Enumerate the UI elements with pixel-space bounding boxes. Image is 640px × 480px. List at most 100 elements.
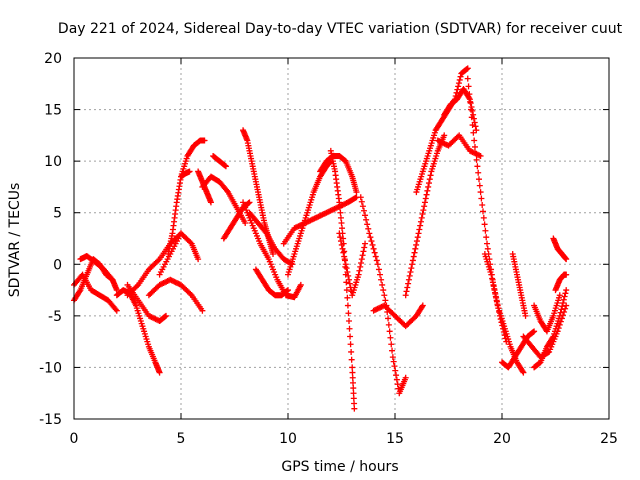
series-sat-ab: [441, 85, 480, 134]
data-point: [381, 292, 388, 299]
data-point: [340, 249, 347, 256]
data-point: [563, 256, 570, 263]
data-point: [484, 245, 491, 252]
data-point: [421, 199, 428, 206]
data-point: [201, 137, 208, 144]
data-point: [285, 287, 291, 294]
data-point: [419, 303, 426, 310]
data-point: [371, 249, 378, 256]
series-sat-p: [240, 199, 304, 301]
x-tick-label: 15: [386, 431, 404, 447]
data-point: [297, 281, 304, 288]
data-point: [389, 354, 396, 361]
y-tick-label: -15: [39, 412, 62, 428]
data-point: [270, 250, 277, 257]
data-point: [419, 302, 426, 309]
series-sat-ad: [464, 75, 510, 345]
data-point: [348, 356, 355, 363]
data-point: [410, 253, 417, 260]
data-point: [338, 241, 345, 248]
y-tick-label: 0: [53, 257, 62, 273]
series-sat-m: [210, 152, 229, 170]
data-point: [355, 271, 362, 278]
data-marks: [71, 65, 570, 412]
data-point: [409, 261, 416, 268]
data-point: [382, 297, 389, 304]
data-point: [481, 221, 488, 228]
data-point: [368, 238, 375, 245]
data-point: [467, 106, 474, 113]
data-point: [415, 230, 422, 237]
data-point: [363, 216, 370, 223]
data-point: [187, 290, 194, 297]
data-point: [350, 395, 357, 402]
series-sat-y: [370, 302, 426, 330]
data-point: [425, 180, 432, 187]
data-point: [370, 245, 377, 252]
data-point: [475, 176, 482, 183]
x-tick-label: 25: [600, 431, 618, 447]
data-point: [353, 189, 360, 196]
series-sat-j: [178, 137, 208, 180]
data-point: [493, 294, 500, 301]
data-point: [417, 222, 424, 229]
y-tick-label: -5: [48, 309, 62, 325]
data-point: [421, 203, 428, 210]
y-tick-label: 10: [44, 154, 62, 170]
data-point: [478, 195, 485, 202]
x-tick-label: 0: [70, 431, 79, 447]
data-point: [405, 276, 412, 283]
data-point: [425, 183, 432, 190]
x-tick-label: 5: [177, 431, 186, 447]
data-point: [405, 280, 412, 287]
data-point: [390, 358, 397, 365]
data-point: [349, 369, 356, 376]
data-point: [477, 189, 484, 196]
data-point: [337, 214, 344, 221]
series-sat-ae: [481, 250, 527, 376]
data-point: [372, 253, 379, 260]
data-point: [358, 198, 365, 205]
y-tick-label: -10: [39, 360, 62, 376]
data-point: [199, 307, 206, 314]
data-point: [392, 367, 399, 374]
series-sat-aj: [531, 292, 563, 335]
data-point: [427, 172, 434, 179]
data-point: [364, 221, 371, 228]
data-point: [483, 234, 490, 241]
data-point: [471, 137, 478, 144]
data-point: [360, 207, 367, 214]
data-point: [563, 271, 570, 278]
data-point: [394, 381, 401, 388]
data-point: [113, 287, 120, 294]
data-point: [356, 267, 363, 274]
data-point: [489, 275, 496, 282]
data-point: [339, 225, 346, 232]
data-point: [341, 253, 348, 260]
data-point: [337, 209, 344, 216]
data-point: [358, 256, 365, 263]
series-sat-o: [240, 127, 277, 257]
data-point: [558, 306, 565, 313]
data-point: [492, 290, 499, 297]
data-point: [262, 229, 269, 236]
data-point: [411, 249, 418, 256]
data-point: [454, 86, 461, 93]
data-point: [373, 257, 380, 264]
data-point: [348, 348, 355, 355]
data-point: [163, 312, 170, 319]
data-point: [412, 245, 419, 252]
data-point: [556, 312, 563, 319]
data-point: [563, 287, 570, 294]
data-point: [339, 245, 346, 252]
data-point: [349, 374, 356, 381]
data-point: [378, 276, 385, 283]
data-point: [195, 256, 202, 263]
data-point: [423, 191, 430, 198]
data-point: [347, 333, 354, 340]
data-point: [471, 143, 478, 150]
y-tick-label: 20: [44, 51, 62, 67]
data-point: [406, 272, 413, 279]
data-point: [359, 252, 366, 259]
data-point: [367, 234, 374, 241]
